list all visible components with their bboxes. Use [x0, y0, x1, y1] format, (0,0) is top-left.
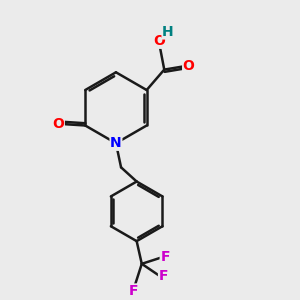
Text: N: N	[110, 136, 122, 150]
Text: F: F	[128, 284, 138, 298]
Text: O: O	[52, 117, 64, 131]
Text: H: H	[162, 25, 174, 39]
Text: O: O	[183, 59, 195, 73]
Text: F: F	[159, 269, 168, 283]
Text: O: O	[153, 34, 165, 48]
Text: F: F	[160, 250, 170, 264]
